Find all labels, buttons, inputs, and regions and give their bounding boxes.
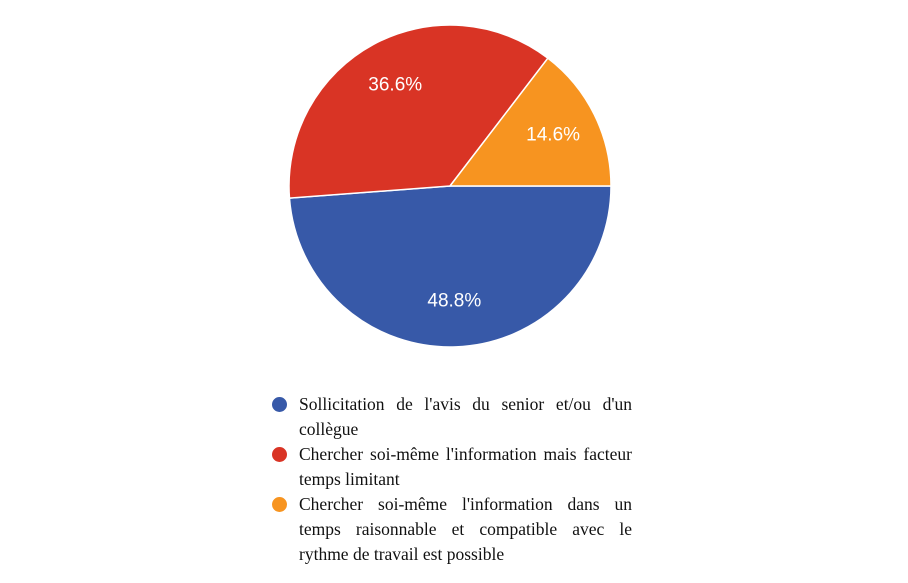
legend-item-3: Chercher soi-même l'information dans un … (272, 492, 632, 567)
legend-swatch-1 (272, 397, 287, 412)
pie-slice-3 (448, 57, 612, 187)
slice-label-1: 48.8% (427, 290, 481, 311)
slice-labels: 48.8% 36.6% 14.6% (368, 74, 580, 311)
pie-slice-2 (288, 24, 549, 199)
pie-chart: 48.8% 36.6% 14.6% (288, 24, 612, 348)
legend-item-1: Sollicitation de l'avis du senior et/ou … (272, 392, 632, 442)
pie-slice-1 (288, 185, 612, 348)
legend-label-2: Chercher soi-même l'information mais fac… (299, 444, 632, 489)
legend-label-1: Sollicitation de l'avis du senior et/ou … (299, 394, 632, 439)
slice-label-2: 36.6% (368, 74, 422, 95)
legend-swatch-2 (272, 447, 287, 462)
pie-slices (288, 24, 612, 348)
legend: Sollicitation de l'avis du senior et/ou … (272, 392, 632, 567)
legend-item-2: Chercher soi-même l'information mais fac… (272, 442, 632, 492)
slice-label-3: 14.6% (526, 125, 580, 146)
legend-label-3: Chercher soi-même l'information dans un … (299, 494, 632, 564)
legend-swatch-3 (272, 497, 287, 512)
